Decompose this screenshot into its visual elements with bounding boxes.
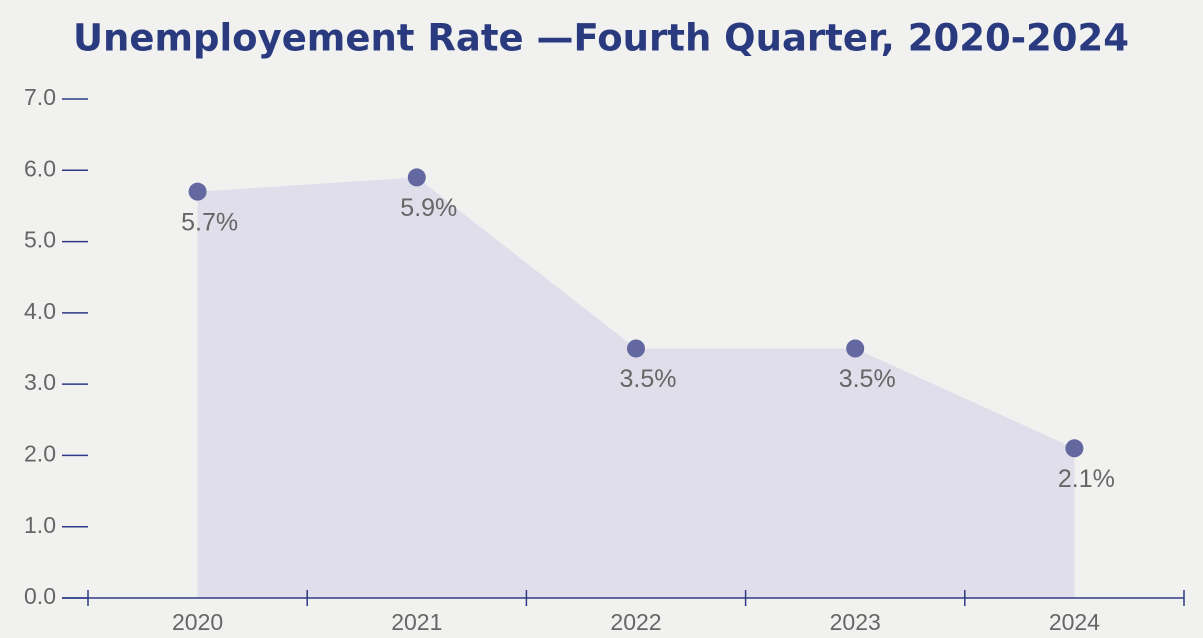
y-tick-label: 6.0	[24, 155, 56, 181]
x-tick-label: 2020	[172, 609, 223, 635]
x-tick-label: 2023	[830, 609, 881, 635]
data-label: 5.9%	[400, 194, 457, 222]
marker	[407, 168, 426, 187]
area	[197, 177, 1075, 598]
x-tick-label: 2022	[610, 609, 661, 635]
y-tick-label: 3.0	[24, 369, 56, 395]
y-tick-label: 5.0	[24, 227, 56, 253]
marker	[188, 182, 207, 201]
y-tick-label: 2.0	[24, 441, 56, 467]
y-tick-label: 4.0	[24, 298, 56, 324]
chart-title: Unemployement Rate —Fourth Quarter, 2020…	[73, 17, 1129, 60]
marker	[846, 339, 865, 358]
x-tick-label: 2024	[1049, 609, 1100, 635]
data-label: 3.5%	[839, 365, 896, 393]
y-tick-label: 7.0	[24, 84, 56, 110]
marker	[1065, 439, 1084, 458]
y-tick-label: 1.0	[24, 512, 56, 538]
x-tick-label: 2021	[391, 609, 442, 635]
y-tick-label: 0.0	[24, 583, 56, 609]
marker	[627, 339, 645, 358]
data-label: 2.1%	[1058, 465, 1115, 493]
data-label: 5.7%	[181, 208, 238, 236]
data-label: 3.5%	[620, 365, 677, 393]
